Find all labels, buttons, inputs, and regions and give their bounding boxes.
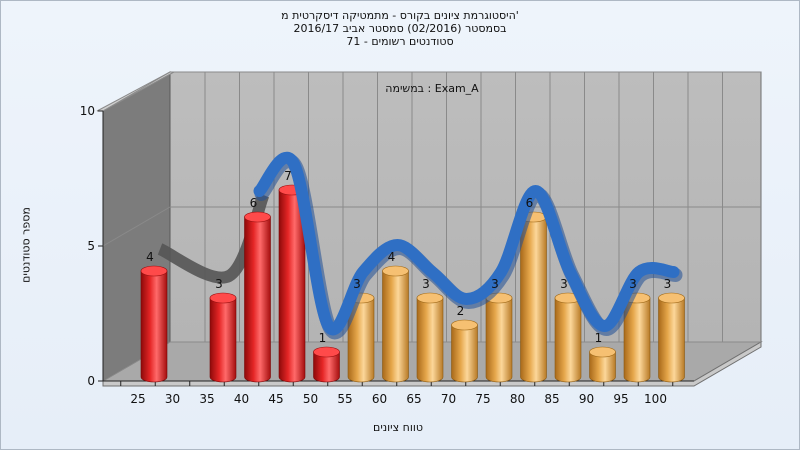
bar-body [140, 270, 168, 383]
bar-body [658, 297, 685, 383]
bar [313, 346, 340, 383]
y-tick-label: 0 [87, 374, 95, 388]
bar-top [589, 346, 616, 358]
bar-top [416, 292, 444, 304]
bar-top [140, 265, 168, 277]
bar [416, 292, 444, 383]
bar-value-label: 1 [595, 331, 603, 345]
x-tick-label: 25 [130, 392, 145, 406]
chart-title: היסטוגרמת ציונים בקורס - מתמטיקה דיסקרטי… [0, 9, 800, 48]
x-tick-label: 95 [613, 392, 628, 406]
bar-body [416, 297, 444, 383]
bar-top [451, 319, 478, 331]
bar-value-label: 3 [353, 277, 361, 291]
bar-value-label: 3 [560, 277, 568, 291]
x-tick-label: 85 [544, 392, 559, 406]
x-tick-label: 50 [303, 392, 318, 406]
title-line-2: בסמסטר (02/2016) סמסטר אביב 2016/17 [293, 22, 507, 35]
bar-value-label: 3 [629, 277, 637, 291]
x-tick-label: 55 [337, 392, 352, 406]
bar-body [520, 216, 547, 383]
bar-body [623, 297, 651, 383]
distribution-curve [253, 151, 683, 340]
y-tick-label: 5 [87, 239, 95, 253]
bar-top [209, 292, 237, 304]
bar-body [347, 297, 375, 383]
gridline-y-side [102, 206, 171, 247]
x-tick-label: 80 [510, 392, 525, 406]
x-tick-label: 70 [441, 392, 456, 406]
bar-top [313, 346, 340, 358]
bar-body [278, 189, 306, 383]
bar [554, 292, 582, 383]
y-tick-label: 10 [80, 104, 95, 118]
curve-path [253, 151, 680, 336]
bar [589, 346, 616, 383]
x-tick-label: 35 [199, 392, 214, 406]
bar-value-label: 4 [146, 250, 154, 264]
bar-body [554, 297, 582, 383]
bar [140, 265, 168, 383]
bar-body [382, 270, 409, 383]
x-tick-label: 40 [234, 392, 249, 406]
x-tick-label: 30 [165, 392, 180, 406]
bar [382, 265, 409, 383]
x-tick-label: 75 [475, 392, 490, 406]
bar [658, 292, 685, 383]
bar-body [589, 351, 616, 383]
x-tick-label: 100 [644, 392, 667, 406]
title-line-1: היסטוגרמת ציונים בקורס - מתמטיקה דיסקרטי… [281, 9, 519, 22]
bar-body [313, 351, 340, 383]
bar-top [658, 292, 685, 304]
bar-value-label: 4 [388, 250, 396, 264]
x-tick-label: 45 [268, 392, 283, 406]
bar-body [209, 297, 237, 383]
bar [520, 211, 547, 383]
bar-top [244, 211, 271, 223]
bar [485, 292, 513, 383]
y-axis-label: מספר סטודנטים [19, 207, 33, 283]
bar-value-label: 6 [250, 196, 258, 210]
gridline-y-side [102, 71, 171, 112]
axes: 0 5 10 25 30 35 40 45 50 55 60 65 70 75 80 85 90 95 100 [80, 104, 694, 406]
x-tick-label: 90 [579, 392, 594, 406]
bar-value-label: 2 [457, 304, 465, 318]
title-line-3: סטודנטים רשומים - 71 [346, 35, 454, 48]
bar-body [244, 216, 271, 383]
bar [244, 211, 271, 383]
bar-body [451, 324, 478, 383]
x-axis-label: טווח ציונים [373, 421, 423, 434]
bar-value-label: 6 [526, 196, 534, 210]
chart-annotation: במשימה : Exam_A [385, 82, 479, 95]
bar-value-label: 1 [319, 331, 327, 345]
bar-value-label: 3 [215, 277, 223, 291]
bar-value-label: 3 [422, 277, 430, 291]
bar-value-label: 7 [284, 169, 292, 183]
data-labels: 4 3 6 7 1 3 4 3 2 3 6 3 1 3 3 [146, 169, 671, 345]
gridlines [102, 71, 761, 382]
bar [451, 319, 478, 383]
bar-value-label: 3 [664, 277, 672, 291]
bar-top [382, 265, 409, 277]
bar [209, 292, 237, 383]
bar-value-label: 3 [491, 277, 499, 291]
x-tick-label: 65 [406, 392, 421, 406]
bar-body [485, 297, 513, 383]
x-tick-label: 60 [372, 392, 387, 406]
